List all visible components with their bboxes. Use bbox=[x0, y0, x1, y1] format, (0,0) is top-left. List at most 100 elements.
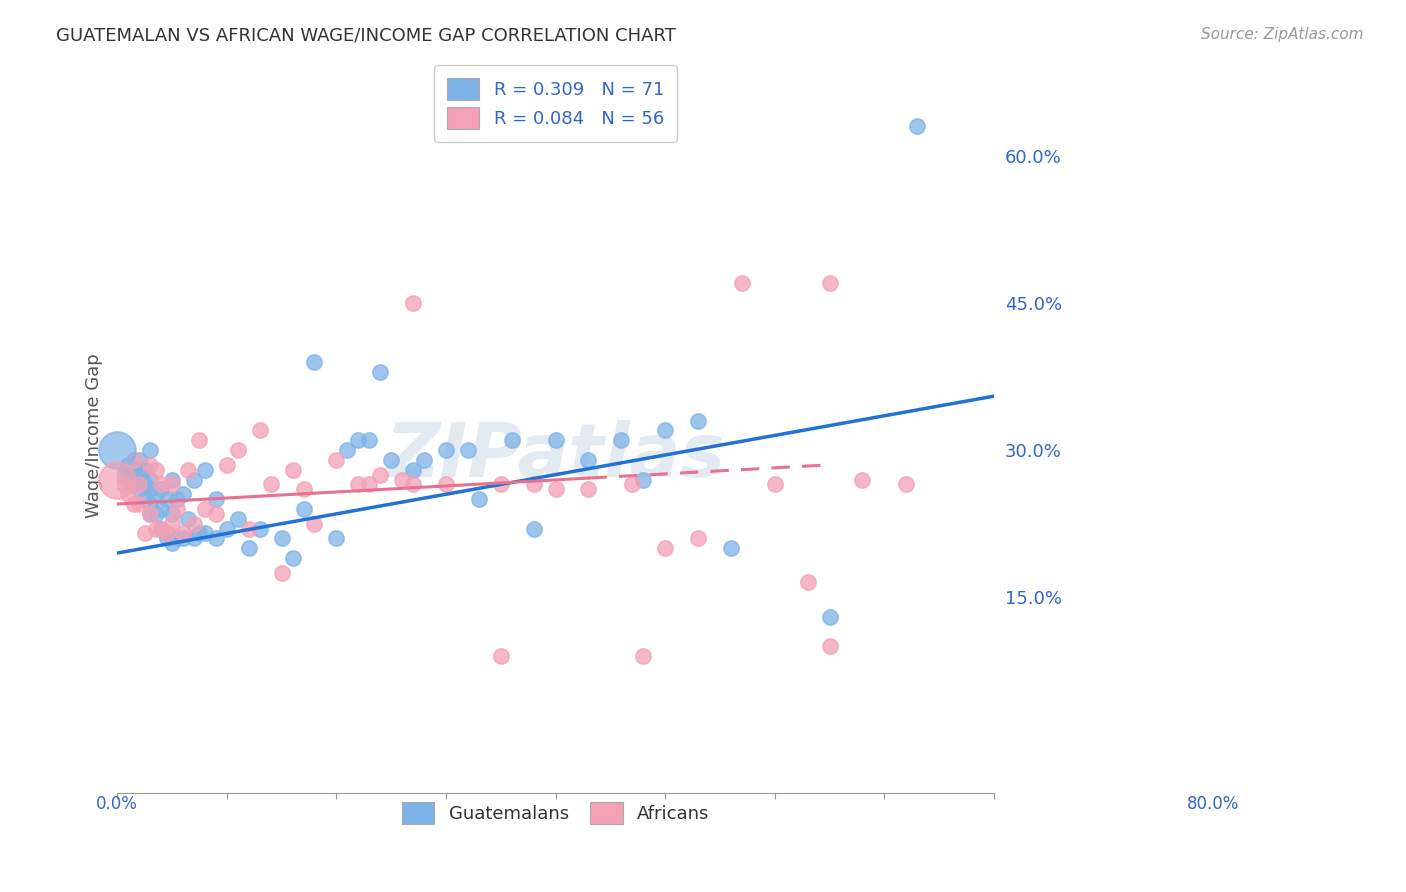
Point bbox=[194, 502, 217, 516]
Point bbox=[105, 473, 128, 487]
Point bbox=[183, 516, 205, 531]
Point bbox=[166, 502, 188, 516]
Point bbox=[139, 507, 162, 521]
Point bbox=[457, 443, 479, 458]
Point bbox=[122, 497, 145, 511]
Point bbox=[347, 434, 370, 448]
Point bbox=[368, 467, 391, 482]
Point bbox=[160, 516, 183, 531]
Point bbox=[226, 443, 249, 458]
Point bbox=[270, 566, 292, 580]
Point bbox=[183, 473, 205, 487]
Point bbox=[359, 477, 381, 491]
Point bbox=[128, 477, 150, 491]
Point bbox=[905, 120, 928, 134]
Point bbox=[818, 277, 841, 291]
Point bbox=[391, 473, 413, 487]
Point bbox=[610, 434, 633, 448]
Point bbox=[150, 522, 173, 536]
Point bbox=[128, 497, 150, 511]
Point bbox=[128, 453, 150, 467]
Point bbox=[139, 483, 162, 497]
Point bbox=[122, 477, 145, 491]
Point bbox=[336, 443, 359, 458]
Point bbox=[402, 463, 425, 477]
Point bbox=[155, 532, 177, 546]
Point bbox=[489, 648, 512, 663]
Point bbox=[166, 532, 188, 546]
Point bbox=[215, 522, 238, 536]
Point bbox=[117, 473, 139, 487]
Point bbox=[763, 477, 786, 491]
Point bbox=[139, 443, 162, 458]
Point bbox=[489, 477, 512, 491]
Y-axis label: Wage/Income Gap: Wage/Income Gap bbox=[86, 353, 103, 517]
Point bbox=[818, 610, 841, 624]
Point bbox=[292, 502, 315, 516]
Legend: Guatemalans, Africans: Guatemalans, Africans bbox=[391, 790, 720, 834]
Point bbox=[128, 483, 150, 497]
Point bbox=[177, 512, 200, 526]
Point bbox=[380, 453, 402, 467]
Text: Source: ZipAtlas.com: Source: ZipAtlas.com bbox=[1201, 27, 1364, 42]
Point bbox=[325, 532, 347, 546]
Point bbox=[501, 434, 523, 448]
Point bbox=[633, 473, 655, 487]
Point bbox=[145, 507, 167, 521]
Point bbox=[720, 541, 742, 556]
Point bbox=[347, 477, 370, 491]
Point bbox=[150, 522, 173, 536]
Point bbox=[183, 532, 205, 546]
Point bbox=[177, 463, 200, 477]
Point bbox=[238, 541, 260, 556]
Point bbox=[686, 532, 709, 546]
Point bbox=[226, 512, 249, 526]
Point bbox=[128, 473, 150, 487]
Point bbox=[117, 458, 139, 472]
Point bbox=[304, 516, 326, 531]
Point bbox=[402, 296, 425, 310]
Point bbox=[117, 487, 139, 501]
Point bbox=[621, 477, 644, 491]
Point bbox=[578, 483, 600, 497]
Point bbox=[172, 532, 194, 546]
Point bbox=[134, 492, 156, 507]
Point bbox=[145, 463, 167, 477]
Point bbox=[304, 355, 326, 369]
Point bbox=[292, 483, 315, 497]
Point bbox=[796, 575, 818, 590]
Point bbox=[818, 639, 841, 653]
Point bbox=[111, 467, 134, 482]
Point bbox=[160, 507, 183, 521]
Point bbox=[654, 541, 676, 556]
Point bbox=[145, 522, 167, 536]
Point bbox=[281, 463, 304, 477]
Point bbox=[150, 477, 173, 491]
Point bbox=[172, 487, 194, 501]
Point bbox=[188, 434, 211, 448]
Point bbox=[215, 458, 238, 472]
Point bbox=[544, 483, 567, 497]
Point bbox=[896, 477, 918, 491]
Point bbox=[731, 277, 754, 291]
Point bbox=[434, 443, 457, 458]
Point bbox=[145, 487, 167, 501]
Point bbox=[150, 502, 173, 516]
Point bbox=[686, 414, 709, 428]
Point bbox=[325, 453, 347, 467]
Point bbox=[160, 473, 183, 487]
Point bbox=[166, 492, 188, 507]
Point bbox=[259, 477, 281, 491]
Point bbox=[194, 463, 217, 477]
Text: 0.0%: 0.0% bbox=[96, 795, 138, 813]
Point bbox=[851, 473, 873, 487]
Point bbox=[238, 522, 260, 536]
Point bbox=[523, 522, 546, 536]
Point bbox=[172, 526, 194, 541]
Point bbox=[155, 492, 177, 507]
Point bbox=[128, 467, 150, 482]
Point bbox=[155, 526, 177, 541]
Point bbox=[105, 443, 128, 458]
Point bbox=[139, 458, 162, 472]
Point bbox=[402, 477, 425, 491]
